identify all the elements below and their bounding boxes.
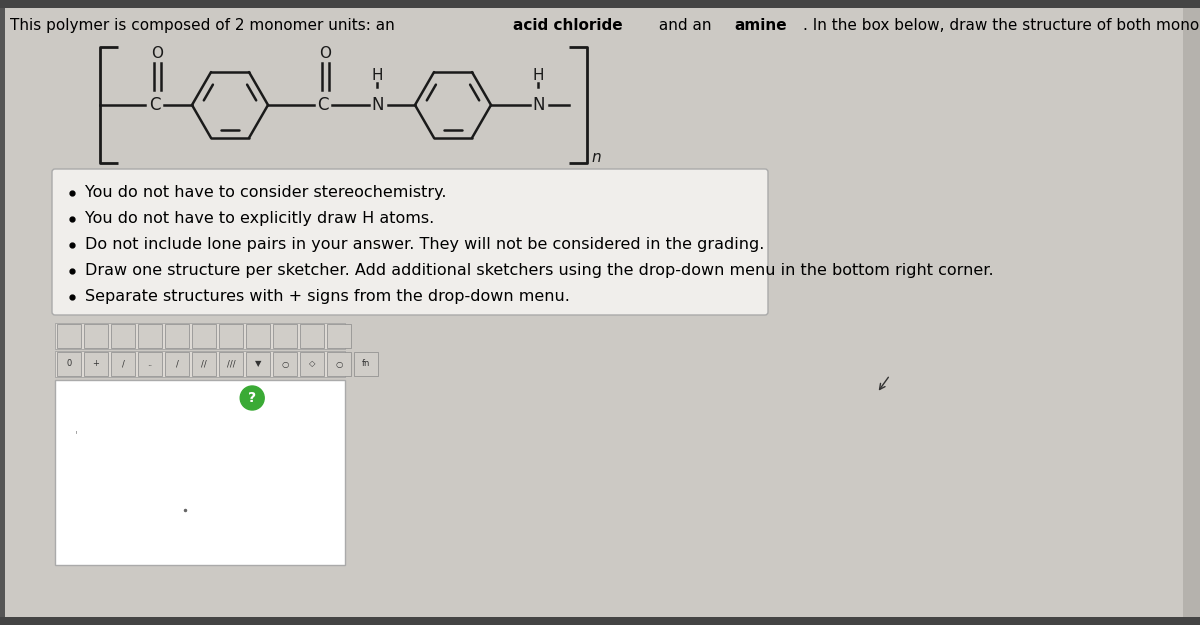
Bar: [220, 352, 242, 376]
Bar: [138, 352, 162, 376]
Text: N: N: [533, 96, 545, 114]
Bar: [192, 352, 216, 376]
Text: ○: ○: [335, 359, 343, 369]
Text: ///: ///: [227, 359, 235, 369]
Text: Do not include lone pairs in your answer. They will not be considered in the gra: Do not include lone pairs in your answer…: [85, 238, 764, 252]
Bar: [112, 352, 134, 376]
Text: H: H: [533, 68, 544, 82]
Bar: [192, 324, 216, 348]
Bar: [166, 352, 190, 376]
Bar: [246, 352, 270, 376]
Bar: [58, 352, 82, 376]
Bar: [0, 617, 1200, 625]
Text: You do not have to consider stereochemistry.: You do not have to consider stereochemis…: [85, 186, 446, 201]
Text: Separate structures with + signs from the drop-down menu.: Separate structures with + signs from th…: [85, 289, 570, 304]
Text: O: O: [319, 46, 331, 61]
Bar: [58, 324, 82, 348]
Text: /: /: [121, 359, 125, 369]
Circle shape: [240, 386, 264, 410]
Bar: [0, 0, 1200, 8]
Text: +: +: [92, 359, 100, 369]
Text: . In the box below, draw the structure of both monomers.: . In the box below, draw the structure o…: [803, 18, 1200, 33]
Bar: [354, 352, 378, 376]
Bar: [300, 352, 324, 376]
Text: C: C: [317, 96, 329, 114]
Bar: [300, 324, 324, 348]
Bar: [1183, 0, 1200, 625]
Text: Draw one structure per sketcher. Add additional sketchers using the drop-down me: Draw one structure per sketcher. Add add…: [85, 264, 994, 279]
Bar: [112, 324, 134, 348]
Bar: [220, 324, 242, 348]
Bar: [55, 351, 346, 377]
Text: ': ': [74, 430, 78, 440]
Text: acid chloride: acid chloride: [512, 18, 623, 33]
Bar: [274, 352, 298, 376]
Text: amine: amine: [734, 18, 787, 33]
Text: ○: ○: [281, 359, 289, 369]
Bar: [326, 324, 352, 348]
Bar: [274, 324, 298, 348]
Text: You do not have to explicitly draw H atoms.: You do not have to explicitly draw H ato…: [85, 211, 434, 226]
Bar: [166, 324, 190, 348]
Text: and an: and an: [654, 18, 716, 33]
Bar: [84, 352, 108, 376]
Bar: [246, 324, 270, 348]
Bar: [55, 380, 346, 565]
Bar: [0, 0, 5, 625]
Text: C: C: [149, 96, 161, 114]
Text: O: O: [151, 46, 163, 61]
Text: ◇: ◇: [308, 359, 316, 369]
Bar: [55, 323, 346, 349]
Bar: [138, 324, 162, 348]
Text: /: /: [175, 359, 179, 369]
Text: n: n: [592, 149, 601, 164]
Text: This polymer is composed of 2 monomer units: an: This polymer is composed of 2 monomer un…: [10, 18, 400, 33]
Text: ▼: ▼: [254, 359, 262, 369]
Text: //: //: [202, 359, 206, 369]
Text: ..: ..: [148, 359, 152, 369]
FancyBboxPatch shape: [52, 169, 768, 315]
Bar: [84, 324, 108, 348]
Text: fn: fn: [362, 359, 370, 369]
Text: ?: ?: [248, 391, 257, 405]
Text: H: H: [371, 68, 383, 82]
Text: 0: 0: [66, 359, 72, 369]
Text: N: N: [372, 96, 384, 114]
Bar: [326, 352, 352, 376]
